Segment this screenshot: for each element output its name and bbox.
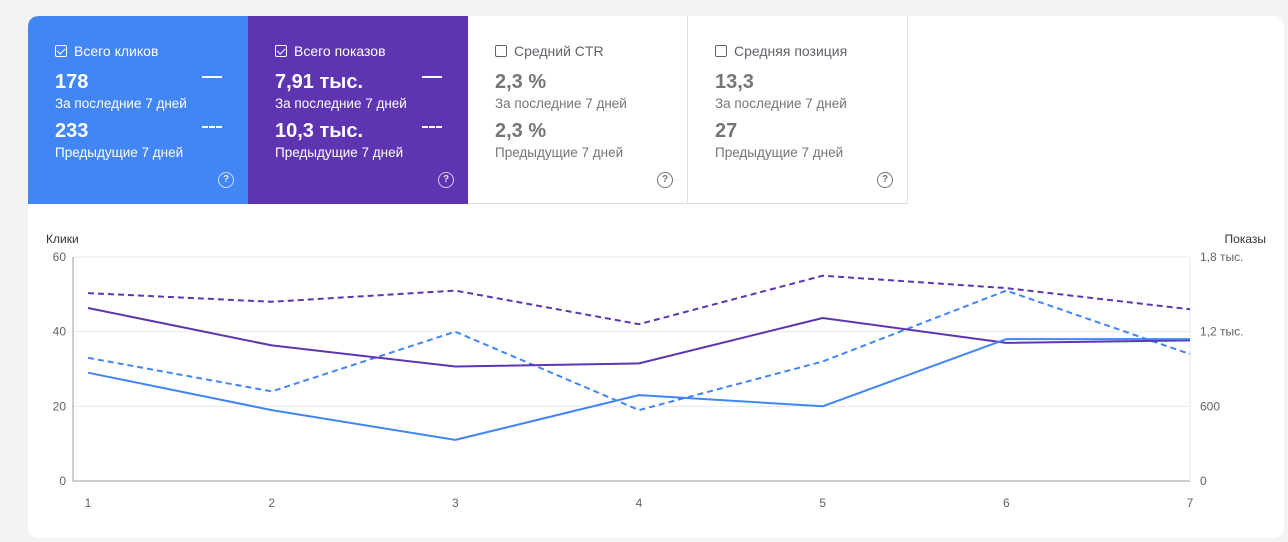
x-tick: 7	[1187, 496, 1194, 510]
card-header: Всего кликов	[55, 42, 221, 60]
previous-value: 233	[55, 120, 89, 142]
performance-line-chart: Клики Показы 0 0 20 600 40 1,2 тыс. 60 1,8 тыс.…	[46, 232, 1266, 510]
help-icon[interactable]: ?	[657, 172, 673, 188]
card-header: Всего показов	[275, 42, 441, 60]
card-title: Средний CTR	[514, 43, 604, 59]
card-total-clicks[interactable]: Всего кликов 178 За последние 7 дней 233…	[28, 16, 248, 204]
y-tick-left: 60	[53, 250, 67, 264]
help-icon[interactable]: ?	[877, 172, 893, 188]
help-icon[interactable]: ?	[438, 172, 454, 188]
previous-label: Предыдущие 7 дней	[55, 145, 184, 160]
y-tick-right: 600	[1200, 399, 1220, 413]
card-total-impressions[interactable]: Всего показов 7,91 тыс. За последние 7 д…	[248, 16, 468, 204]
card-header: Средняя позиция	[715, 42, 880, 60]
solid-line-legend-icon	[422, 76, 442, 78]
checkbox-unchecked-icon[interactable]	[495, 45, 507, 57]
x-tick: 5	[819, 496, 826, 510]
left-axis-title: Клики	[46, 232, 79, 246]
y-tick-left: 20	[53, 399, 67, 413]
current-label: За последние 7 дней	[495, 96, 627, 111]
checkbox-checked-icon[interactable]	[55, 45, 67, 57]
previous-label: Предыдущие 7 дней	[715, 145, 844, 160]
dashed-line-legend-icon	[202, 126, 222, 128]
help-icon[interactable]: ?	[218, 172, 234, 188]
x-tick: 6	[1003, 496, 1010, 510]
current-label: За последние 7 дней	[275, 96, 407, 111]
checkbox-checked-icon[interactable]	[275, 45, 287, 57]
previous-label: Предыдущие 7 дней	[275, 145, 404, 160]
current-value: 178	[55, 71, 89, 93]
current-value: 13,3	[715, 71, 754, 93]
series-line-clicks-current	[87, 338, 1190, 441]
card-header: Средний CTR	[495, 42, 660, 60]
solid-line-legend-icon	[202, 76, 222, 78]
series-line-clicks-previous	[87, 289, 1191, 412]
y-tick-left: 40	[53, 325, 67, 339]
card-title: Средняя позиция	[734, 43, 848, 59]
metric-cards: Всего кликов 178 За последние 7 дней 233…	[28, 16, 908, 204]
card-title: Всего показов	[294, 43, 386, 59]
y-tick-right: 0	[1200, 474, 1207, 488]
series-line-impressions-previous	[87, 274, 1191, 326]
series-line-impressions-current	[87, 307, 1191, 368]
card-average-ctr[interactable]: Средний CTR 2,3 % За последние 7 дней 2,…	[468, 16, 688, 204]
x-tick: 4	[636, 496, 643, 510]
performance-panel: Всего кликов 178 За последние 7 дней 233…	[28, 16, 1284, 538]
y-tick-left: 0	[59, 474, 66, 488]
previous-value: 10,3 тыс.	[275, 120, 364, 142]
y-tick-right: 1,8 тыс.	[1200, 250, 1243, 264]
x-tick: 3	[452, 496, 459, 510]
x-tick: 1	[85, 496, 92, 510]
right-axis-title: Показы	[1225, 232, 1266, 246]
card-average-position[interactable]: Средняя позиция 13,3 За последние 7 дней…	[688, 16, 908, 204]
previous-value: 2,3 %	[495, 120, 547, 142]
x-tick: 2	[268, 496, 275, 510]
previous-value: 27	[715, 120, 738, 142]
current-value: 2,3 %	[495, 71, 547, 93]
current-label: За последние 7 дней	[55, 96, 187, 111]
previous-label: Предыдущие 7 дней	[495, 145, 624, 160]
dashed-line-legend-icon	[422, 126, 442, 128]
card-title: Всего кликов	[74, 43, 159, 59]
checkbox-unchecked-icon[interactable]	[715, 45, 727, 57]
current-value: 7,91 тыс.	[275, 71, 364, 93]
current-label: За последние 7 дней	[715, 96, 847, 111]
y-tick-right: 1,2 тыс.	[1200, 325, 1243, 339]
